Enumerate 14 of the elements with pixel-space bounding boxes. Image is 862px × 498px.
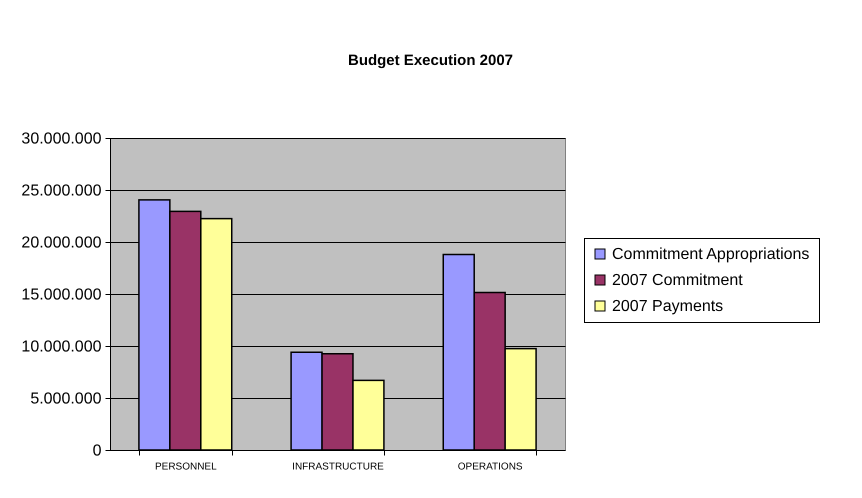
legend-label: 2007 Commitment xyxy=(612,272,744,289)
y-tick-label: 25.000.000 xyxy=(21,182,102,200)
y-tick-label: 15.000.000 xyxy=(21,286,102,304)
legend-label: 2007 Payments xyxy=(612,298,724,315)
legend-label: Commitment Appropriations xyxy=(612,246,810,263)
y-tick-label: 10.000.000 xyxy=(21,338,102,356)
x-tick-label: PERSONNEL xyxy=(154,462,218,472)
chart-title: Budget Execution 2007 xyxy=(348,52,514,69)
x-tick-label: OPERATIONS xyxy=(458,462,523,472)
y-tick-label: 0 xyxy=(92,442,102,460)
y-tick-label: 30.000.000 xyxy=(21,130,102,148)
y-tick-label: 20.000.000 xyxy=(21,234,102,252)
y-tick-label: 5.000.000 xyxy=(30,390,102,408)
x-tick-label: INFRASTRUCTURE xyxy=(292,462,384,472)
